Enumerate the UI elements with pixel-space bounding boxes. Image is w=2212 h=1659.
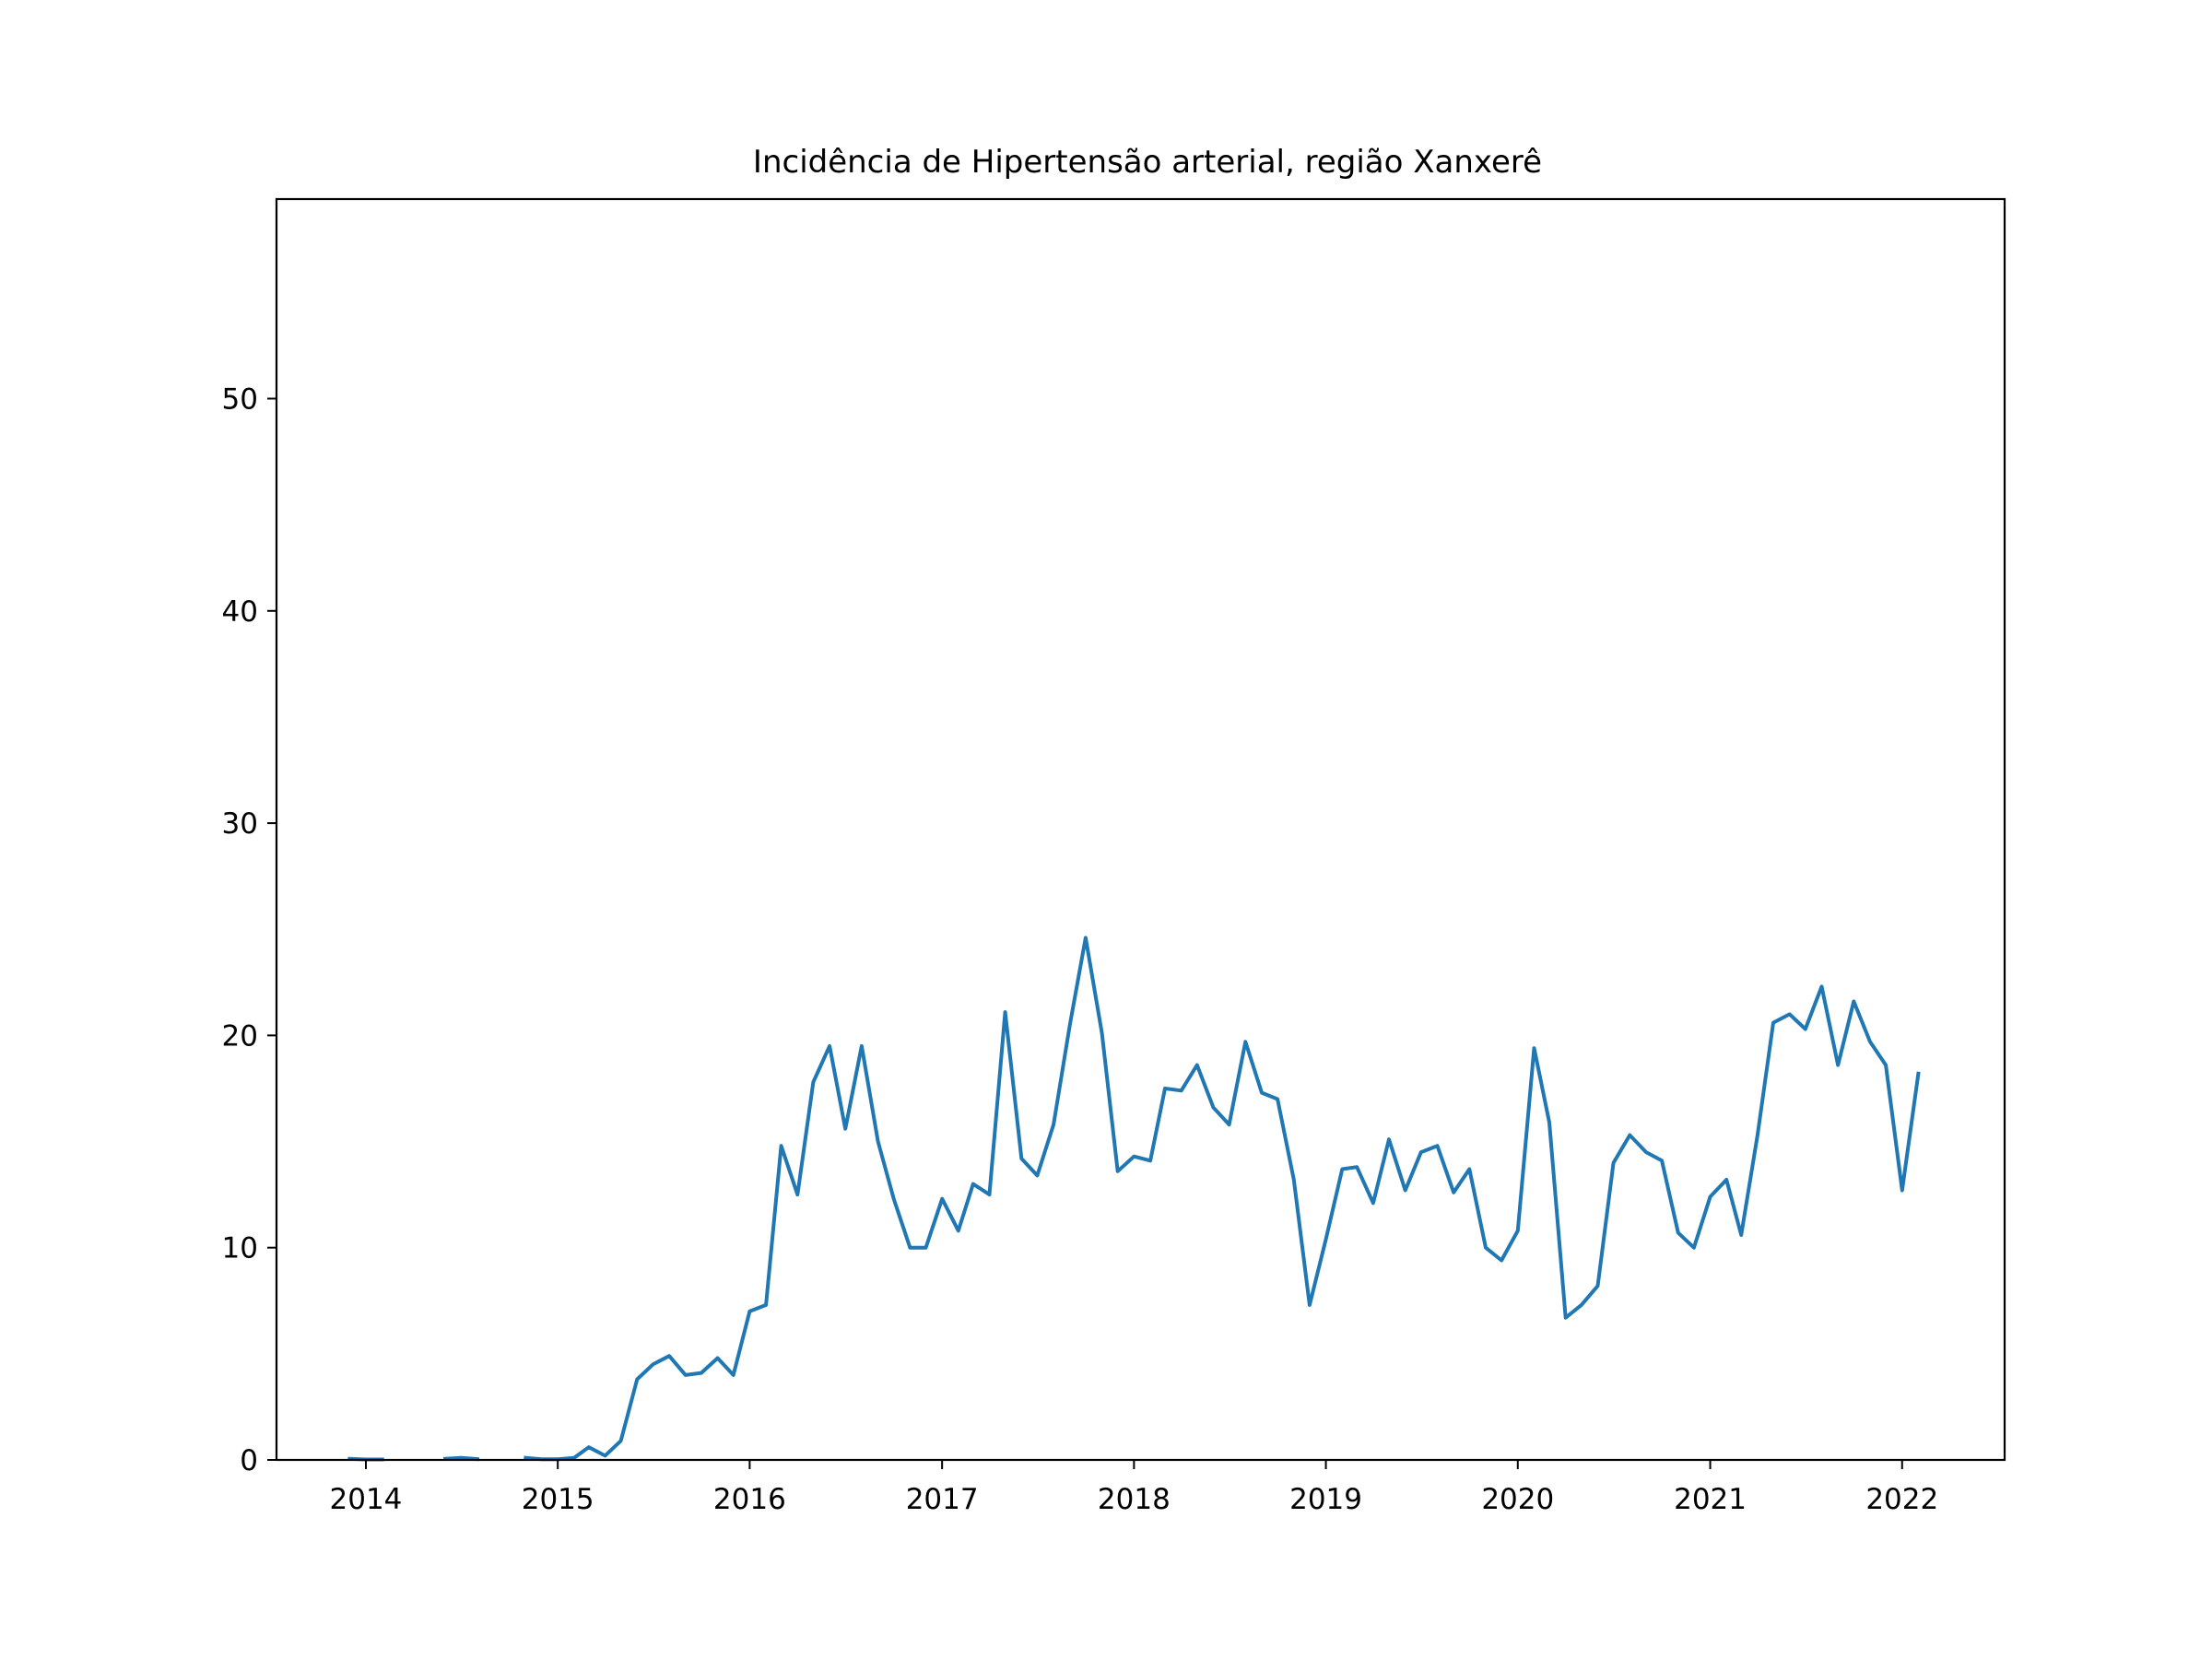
ticks-layer: 2014 2015 2016 2017 2018 2019 2020 2021 2022 0 10 2…: [222, 382, 1939, 1516]
y-tick-label: 30: [222, 807, 258, 841]
plot-area-frame: [275, 197, 2006, 1462]
series-line-segment: [524, 935, 1921, 1462]
x-tick-label: 2019: [1289, 1483, 1362, 1516]
x-tick-label: 2015: [522, 1483, 594, 1516]
x-tick-label: 2018: [1098, 1483, 1171, 1516]
x-tick-label: 2020: [1481, 1483, 1554, 1516]
series-line-segment: [442, 1455, 480, 1462]
x-tick-label: 2022: [1865, 1483, 1938, 1516]
x-tick-label: 2017: [906, 1483, 979, 1516]
y-tick-label: 50: [222, 382, 258, 416]
x-tick-label: 2021: [1674, 1483, 1747, 1516]
y-tick-label: 10: [222, 1232, 258, 1265]
x-tick-label: 2014: [330, 1483, 403, 1516]
y-tick-label: 0: [240, 1444, 258, 1477]
chart-title: Incidência de Hipertensão arterial, regi…: [753, 144, 1542, 181]
x-tick-label: 2016: [713, 1483, 786, 1516]
y-tick-label: 40: [222, 595, 258, 629]
y-tick-label: 20: [222, 1019, 258, 1053]
